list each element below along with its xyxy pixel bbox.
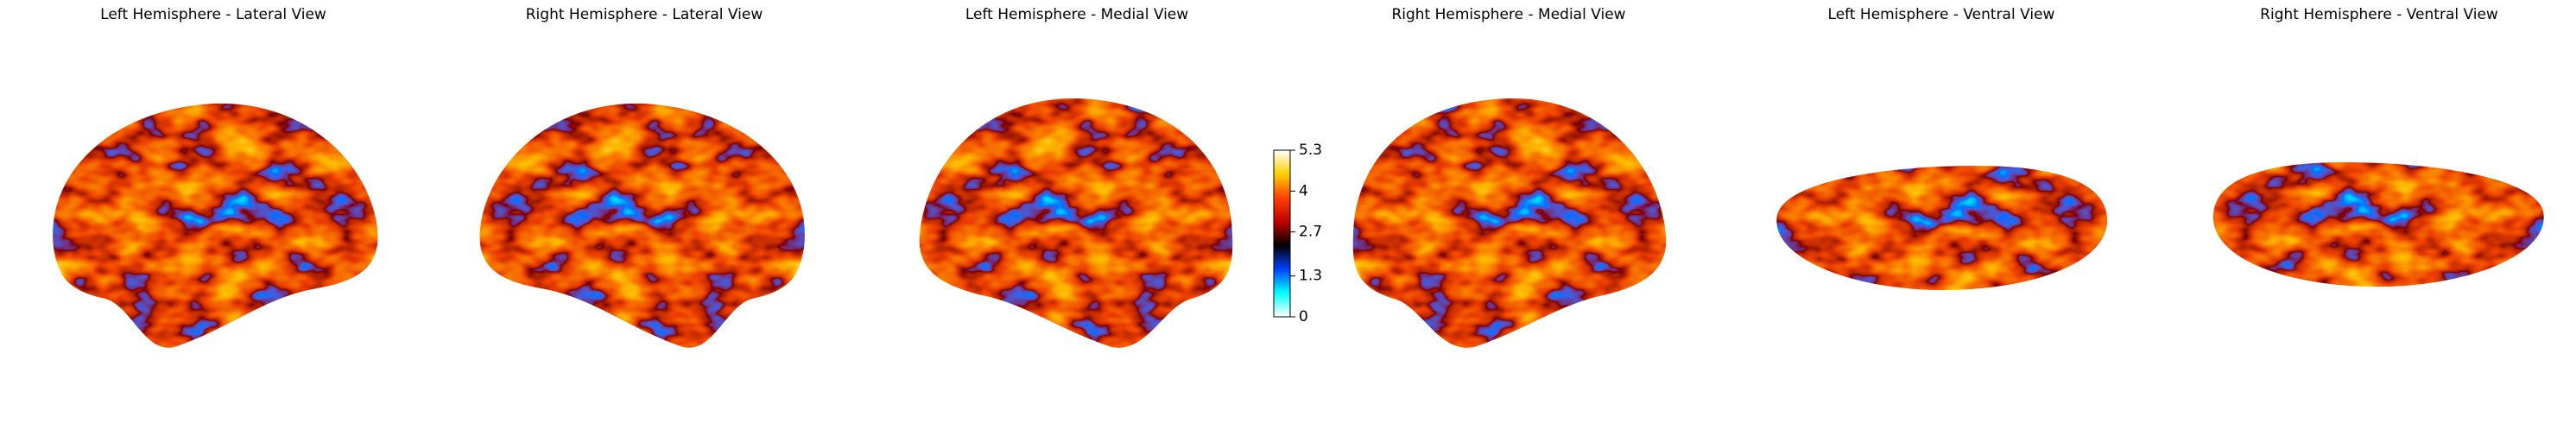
brain-surface xyxy=(479,103,805,348)
tick-label: 5.3 xyxy=(1299,142,1322,159)
brain-surface xyxy=(2212,162,2544,287)
tick-label: 1.3 xyxy=(1299,268,1322,285)
panel-title: Right Hemisphere - Ventral View xyxy=(2260,6,2498,23)
panel-title: Right Hemisphere - Lateral View xyxy=(526,6,763,23)
tick-label: 0 xyxy=(1299,308,1308,325)
tick-label: 4 xyxy=(1299,182,1308,199)
tick-label: 2.7 xyxy=(1299,224,1322,241)
brain-surface xyxy=(919,98,1233,348)
panel-title: Left Hemisphere - Medial View xyxy=(965,6,1188,23)
brain-surface xyxy=(1352,98,1667,348)
brain-surface xyxy=(1776,166,2108,291)
panel-title: Left Hemisphere - Ventral View xyxy=(1828,6,2055,23)
panel-title: Right Hemisphere - Medial View xyxy=(1391,6,1625,23)
brain-surface xyxy=(53,103,378,348)
colorbar xyxy=(1273,149,1291,318)
panel-title: Left Hemisphere - Lateral View xyxy=(100,6,326,23)
